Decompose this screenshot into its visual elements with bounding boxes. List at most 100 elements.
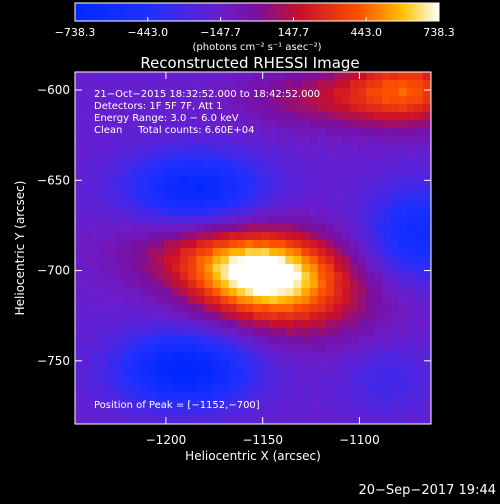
heatmap-cell	[406, 176, 416, 185]
heatmap-cell	[139, 176, 149, 185]
heatmap-cell	[277, 352, 286, 361]
heatmap-cell	[83, 320, 92, 329]
heatmap-cell	[139, 200, 149, 209]
heatmap-cell	[131, 400, 141, 409]
heatmap-cell	[342, 224, 351, 233]
heatmap-cell	[204, 160, 213, 169]
heatmap-cell	[91, 216, 100, 225]
heatmap-cell	[390, 232, 400, 241]
heatmap-cell	[269, 112, 278, 121]
heatmap-cell	[261, 96, 270, 105]
heatmap-cell	[358, 248, 367, 257]
heatmap-cell	[382, 96, 391, 105]
heatmap-cell	[293, 144, 302, 153]
heatmap-cell	[204, 120, 213, 129]
heatmap-cell	[83, 416, 92, 425]
heatmap-cell	[342, 400, 351, 409]
heatmap-cell	[301, 352, 311, 361]
heatmap-cell	[99, 376, 108, 385]
heatmap-cell	[131, 216, 141, 225]
heatmap-cell	[350, 72, 359, 81]
heatmap-cell	[277, 240, 286, 249]
heatmap-cell	[139, 392, 149, 401]
heatmap-cell	[83, 328, 92, 337]
heatmap-cell	[261, 280, 270, 289]
heatmap-cell	[123, 256, 133, 265]
heatmap-cell	[293, 232, 302, 241]
heatmap-cell	[236, 360, 246, 369]
heatmap-cell	[115, 376, 124, 385]
heatmap-cell	[220, 152, 230, 161]
heatmap-cell	[342, 280, 351, 289]
heatmap-cell	[301, 392, 311, 401]
heatmap-cell	[261, 240, 270, 249]
heatmap-cell	[212, 416, 222, 425]
heatmap-cell	[147, 352, 157, 361]
heatmap-cell	[164, 216, 173, 225]
heatmap-cell	[301, 184, 311, 193]
heatmap-cell	[261, 88, 270, 97]
heatmap-cell	[293, 72, 302, 81]
heatmap-cell	[269, 208, 278, 217]
heatmap-cell	[374, 168, 383, 177]
heatmap-cell	[147, 264, 157, 273]
heatmap-cell	[285, 160, 294, 169]
heatmap-cell	[99, 248, 108, 257]
heatmap-cell	[366, 352, 375, 361]
heatmap-cell	[131, 328, 141, 337]
heatmap-cell	[236, 312, 246, 321]
heatmap-cell	[155, 208, 165, 217]
heatmap-cell	[333, 256, 343, 265]
heatmap-cell	[406, 352, 416, 361]
heatmap-cell	[212, 224, 222, 233]
heatmap-cell	[325, 320, 335, 329]
heatmap-cell	[220, 240, 230, 249]
heatmap-cell	[261, 224, 270, 233]
heatmap-cell	[228, 408, 238, 417]
heatmap-cell	[406, 400, 416, 409]
heatmap-cell	[123, 80, 133, 89]
heatmap-cell	[204, 104, 213, 113]
heatmap-cell	[309, 128, 319, 137]
heatmap-cell	[309, 216, 319, 225]
heatmap-cell	[301, 192, 311, 201]
heatmap-cell	[180, 136, 189, 145]
heatmap-cell	[155, 128, 165, 137]
heatmap-cell	[277, 272, 286, 281]
heatmap-cell	[164, 192, 173, 201]
heatmap-cell	[147, 104, 157, 113]
heatmap-cell	[107, 240, 116, 249]
heatmap-cell	[123, 72, 133, 81]
heatmap-cell	[406, 160, 416, 169]
heatmap-cell	[139, 296, 149, 305]
heatmap-cell	[253, 144, 262, 153]
heatmap-cell	[253, 392, 262, 401]
heatmap-cell	[406, 184, 416, 193]
heatmap-cell	[358, 224, 367, 233]
heatmap-cell	[91, 184, 100, 193]
heatmap-cell	[285, 416, 294, 425]
heatmap-cell	[422, 200, 432, 209]
heatmap-cell	[115, 160, 124, 169]
heatmap-cell	[333, 320, 343, 329]
heatmap-cell	[196, 120, 205, 129]
heatmap-cell	[196, 144, 205, 153]
heatmap-cell	[422, 304, 432, 313]
heatmap-cell	[91, 72, 100, 81]
heatmap-cell	[91, 88, 100, 97]
heatmap-cell	[358, 368, 367, 377]
heatmap-cell	[83, 264, 92, 273]
heatmap-cell	[196, 152, 205, 161]
heatmap-cell	[220, 328, 230, 337]
heatmap-cell	[342, 392, 351, 401]
heatmap-cell	[83, 200, 92, 209]
heatmap-cell	[317, 272, 327, 281]
heatmap-cell	[83, 296, 92, 305]
heatmap-cell	[172, 80, 181, 89]
heatmap-cell	[196, 392, 205, 401]
heatmap-cell	[236, 256, 246, 265]
heatmap-cell	[269, 368, 278, 377]
heatmap-cell	[139, 104, 149, 113]
heatmap-cell	[414, 120, 424, 129]
heatmap-cell	[358, 312, 367, 321]
